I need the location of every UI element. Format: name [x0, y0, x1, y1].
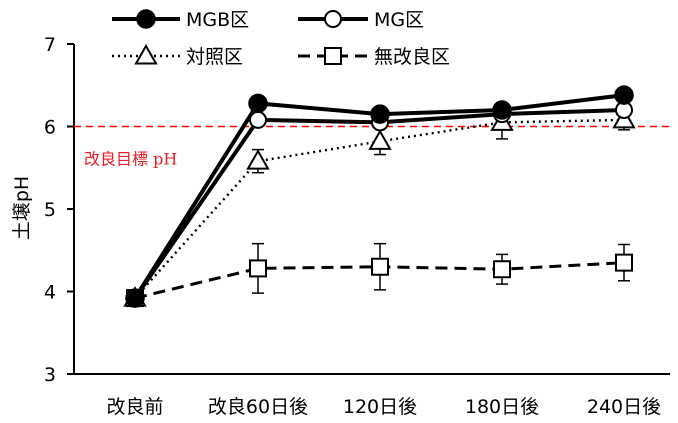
series-layer	[123, 85, 636, 308]
y-tick-label: 7	[44, 34, 56, 56]
legend-marker	[324, 47, 342, 65]
data-point	[246, 149, 270, 170]
legend-label: 対照区	[186, 46, 243, 68]
data-point	[248, 93, 268, 114]
y-tick-label: 3	[44, 364, 56, 386]
target-line-label: 改良目標 pH	[84, 150, 177, 169]
legend-marker	[134, 43, 158, 65]
legend-label: MGB区	[186, 9, 249, 31]
legend-marker	[136, 9, 156, 29]
x-tick-label: 120日後	[343, 396, 417, 418]
y-axis-title: 土壌pH	[11, 176, 33, 240]
series-1-markers	[125, 85, 634, 308]
target-reference-line: 改良目標 pH	[74, 125, 670, 169]
legend-item-4: 無改良区	[298, 46, 450, 68]
data-point	[615, 253, 633, 272]
data-point	[125, 288, 145, 308]
data-point	[370, 104, 390, 124]
legend-label: MG区	[374, 9, 424, 31]
x-tick-label: 240日後	[587, 396, 661, 418]
x-tick-label: 180日後	[465, 396, 539, 418]
data-point	[249, 110, 267, 129]
legend-item-2: MG区	[298, 9, 424, 31]
data-point	[493, 260, 511, 279]
data-point	[371, 257, 389, 276]
y-tick-label: 4	[44, 282, 56, 304]
data-point	[368, 129, 392, 150]
data-point	[492, 100, 512, 120]
data-point	[249, 259, 267, 278]
y-tick-label: 6	[44, 117, 56, 139]
y-tick-label: 5	[44, 199, 56, 221]
x-tick-label: 改良60日後	[208, 396, 308, 418]
legend-item-1: MGB区	[112, 9, 249, 31]
data-point	[614, 85, 634, 105]
legend-marker	[324, 10, 342, 28]
legend-item-3: 対照区	[112, 43, 243, 68]
axes: 3 4 5 6 7 改良前 改良60日後 120日後 180日後 240日後 土壌pH	[11, 34, 670, 418]
x-tick-label: 改良前	[106, 396, 163, 418]
legend-label: 無改良区	[374, 46, 450, 68]
